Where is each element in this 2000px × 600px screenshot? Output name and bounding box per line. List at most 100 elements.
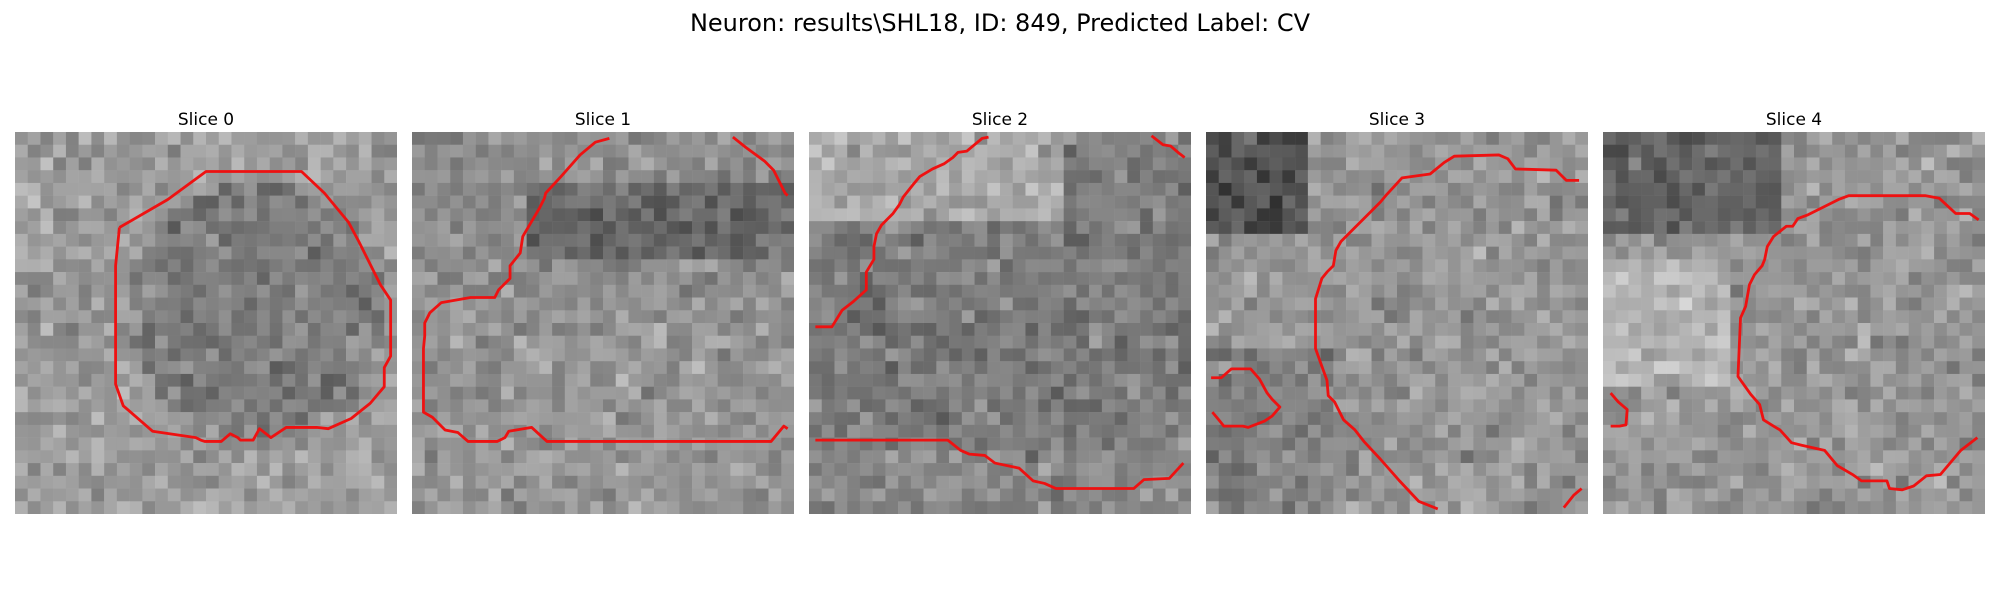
pixel-cell bbox=[923, 182, 937, 196]
pixel-cell bbox=[1025, 386, 1039, 400]
pixel-cell bbox=[358, 132, 372, 145]
pixel-cell bbox=[53, 233, 67, 247]
pixel-cell bbox=[1397, 399, 1410, 413]
pixel-cell bbox=[1806, 310, 1820, 324]
pixel-cell bbox=[501, 348, 515, 362]
pixel-cell bbox=[603, 297, 616, 311]
pixel-cell bbox=[1346, 335, 1360, 349]
pixel-cell bbox=[1206, 272, 1219, 286]
pixel-cell bbox=[1218, 488, 1232, 502]
pixel-cell bbox=[1101, 310, 1115, 324]
pixel-cell bbox=[1165, 501, 1179, 514]
pixel-cell bbox=[653, 233, 667, 247]
pixel-cell bbox=[1218, 437, 1232, 451]
pixel-cell bbox=[1447, 399, 1461, 413]
pixel-cell bbox=[1743, 361, 1757, 375]
pixel-cell bbox=[730, 246, 744, 260]
pixel-cell bbox=[628, 348, 642, 362]
pixel-cell bbox=[1384, 246, 1398, 260]
pixel-cell bbox=[564, 463, 578, 477]
pixel-cell bbox=[1231, 373, 1245, 387]
pixel-cell bbox=[1127, 170, 1141, 184]
pixel-cell bbox=[628, 272, 642, 286]
pixel-cell bbox=[1959, 195, 1973, 209]
pixel-cell bbox=[295, 335, 309, 349]
pixel-cell bbox=[180, 450, 194, 464]
pixel-cell bbox=[1089, 144, 1103, 158]
pixel-cell bbox=[1717, 424, 1731, 438]
pixel-cell bbox=[666, 488, 680, 502]
pixel-cell bbox=[155, 463, 169, 477]
pixel-cell bbox=[1704, 233, 1718, 247]
pixel-cell bbox=[1127, 272, 1141, 286]
pixel-cell bbox=[1498, 450, 1512, 464]
pixel-cell bbox=[384, 157, 397, 171]
pixel-cell bbox=[628, 424, 642, 438]
pixel-cell bbox=[1679, 335, 1693, 349]
pixel-cell bbox=[180, 475, 194, 489]
pixel-cell bbox=[1883, 195, 1897, 209]
pixel-cell bbox=[1537, 272, 1551, 286]
pixel-cell bbox=[206, 170, 219, 184]
pixel-cell bbox=[910, 412, 924, 426]
pixel-cell bbox=[1692, 170, 1706, 184]
pixel-cell bbox=[961, 501, 975, 514]
pixel-cell bbox=[1692, 373, 1706, 387]
pixel-cell bbox=[1320, 501, 1334, 514]
pixel-cell bbox=[717, 259, 731, 273]
pixel-cell bbox=[1870, 450, 1884, 464]
pixel-cell bbox=[155, 259, 169, 273]
pixel-cell bbox=[1231, 182, 1245, 196]
pixel-cell bbox=[1704, 272, 1718, 286]
pixel-cell bbox=[1206, 195, 1219, 209]
pixel-cell bbox=[1244, 157, 1258, 171]
pixel-cell bbox=[1165, 195, 1179, 209]
pixel-cell bbox=[244, 361, 258, 375]
pixel-cell bbox=[65, 297, 79, 311]
pixel-cell bbox=[743, 373, 757, 387]
pixel-cell bbox=[961, 297, 975, 311]
pixel-cell bbox=[1063, 488, 1077, 502]
pixel-cell bbox=[104, 488, 118, 502]
pixel-cell bbox=[142, 182, 156, 196]
pixel-cell bbox=[1397, 412, 1410, 426]
pixel-cell bbox=[384, 412, 397, 426]
pixel-cell bbox=[1384, 501, 1398, 514]
pixel-cell bbox=[218, 501, 232, 514]
pixel-cell bbox=[1114, 272, 1128, 286]
pixel-cell bbox=[1384, 132, 1398, 145]
pixel-cell bbox=[1832, 221, 1846, 235]
pixel-cell bbox=[1679, 475, 1693, 489]
pixel-cell bbox=[552, 195, 566, 209]
pixel-cell bbox=[730, 195, 744, 209]
pixel-cell bbox=[1371, 310, 1385, 324]
pixel-cell bbox=[231, 475, 245, 489]
pixel-cell bbox=[320, 259, 334, 273]
pixel-cell bbox=[333, 170, 347, 184]
pixel-cell bbox=[1870, 182, 1884, 196]
pixel-cell bbox=[847, 132, 861, 145]
pixel-cell bbox=[1730, 463, 1744, 477]
pixel-cell bbox=[1704, 284, 1718, 298]
pixel-cell bbox=[1883, 310, 1897, 324]
pixel-cell bbox=[1692, 488, 1706, 502]
pixel-cell bbox=[1870, 284, 1884, 298]
pixel-cell bbox=[1422, 475, 1436, 489]
pixel-cell bbox=[1295, 208, 1309, 222]
pixel-cell bbox=[358, 195, 372, 209]
pixel-cell bbox=[15, 246, 28, 260]
pixel-cell bbox=[501, 272, 515, 286]
pixel-cell bbox=[1012, 348, 1026, 362]
pixel-cell bbox=[1755, 297, 1769, 311]
pixel-cell bbox=[1152, 182, 1166, 196]
pixel-cell bbox=[539, 501, 553, 514]
pixel-cell bbox=[424, 475, 438, 489]
pixel-cell bbox=[872, 463, 886, 477]
pixel-cell bbox=[1152, 195, 1166, 209]
pixel-cell bbox=[910, 182, 924, 196]
pixel-cell bbox=[1050, 437, 1064, 451]
pixel-cell bbox=[1371, 386, 1385, 400]
pixel-cell bbox=[1575, 233, 1588, 247]
pixel-cell bbox=[1603, 144, 1616, 158]
pixel-cell bbox=[781, 335, 794, 349]
